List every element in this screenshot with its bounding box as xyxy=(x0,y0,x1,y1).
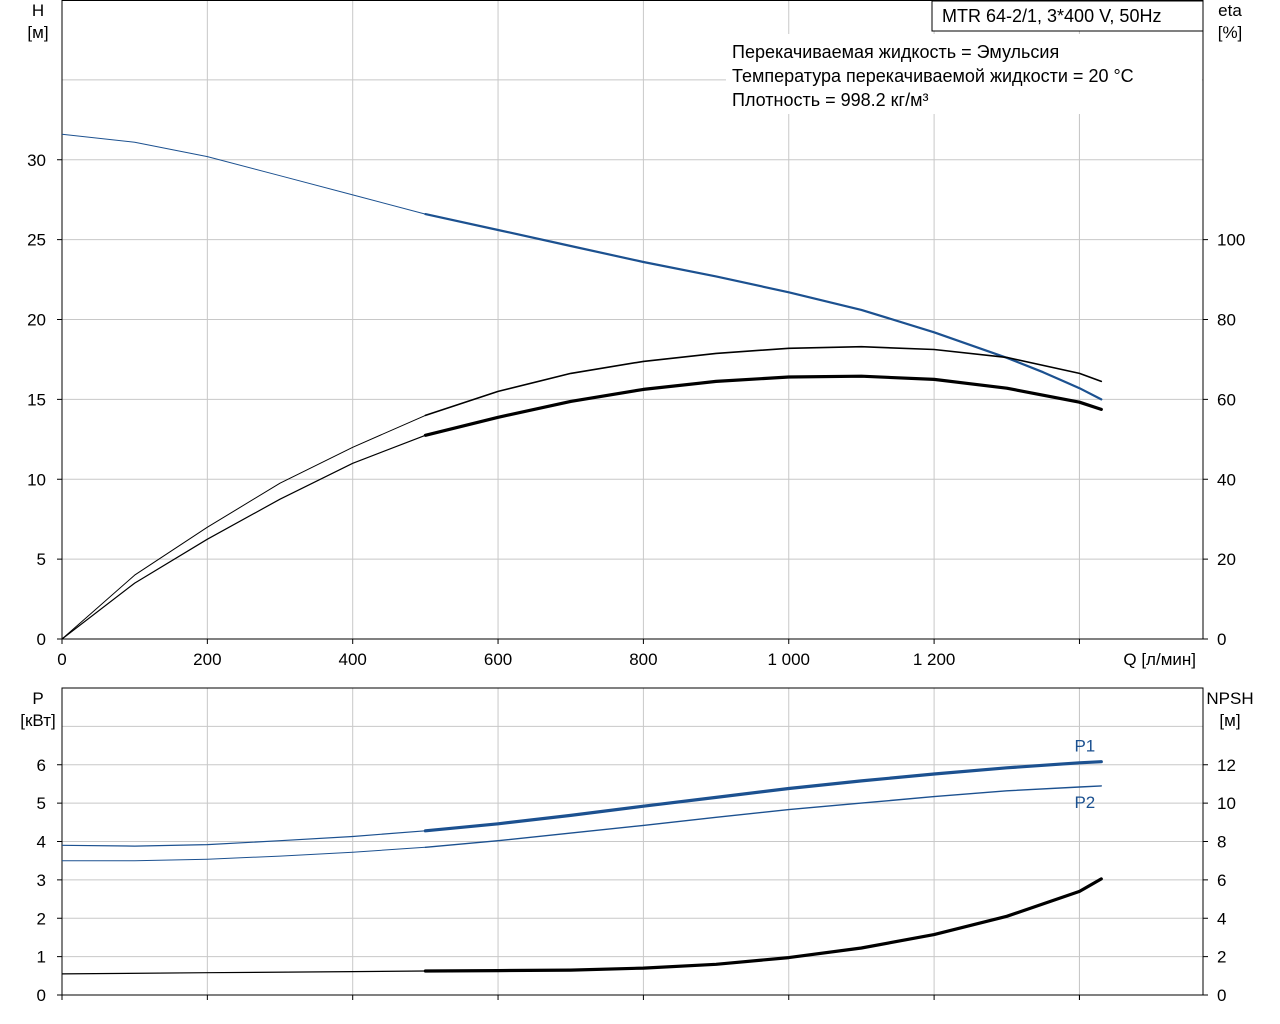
y-tick-label-right: 100 xyxy=(1217,231,1245,250)
y-axis-unit-left: [кВт] xyxy=(20,711,55,730)
y-tick-label-left: 1 xyxy=(37,948,46,967)
y-tick-label-right: 80 xyxy=(1217,311,1236,330)
x-tick-label: 400 xyxy=(339,650,367,669)
y-tick-label-right: 0 xyxy=(1217,986,1226,1005)
y-axis-label-left: H xyxy=(32,1,44,20)
series-0-curve-duty xyxy=(424,213,1103,401)
y-tick-label-left: 0 xyxy=(37,630,46,649)
x-tick-label: 200 xyxy=(193,650,221,669)
y-tick-label-left: 20 xyxy=(27,311,46,330)
series-1-curve-extended xyxy=(61,414,426,640)
p2-curve-extended xyxy=(62,846,426,862)
title-box xyxy=(931,0,1204,32)
p1-curve-duty xyxy=(423,760,1103,833)
series-0-curve-extended xyxy=(61,133,426,215)
y-tick-label-right: 6 xyxy=(1217,871,1226,890)
y-tick-label-right: 2 xyxy=(1217,948,1226,967)
y-tick-label-right: 10 xyxy=(1217,794,1236,813)
p2-curve-duty xyxy=(424,785,1102,848)
x-axis-label: Q [л/мин] xyxy=(1123,650,1196,669)
y-axis-label-left: P xyxy=(32,689,43,708)
x-tick-label: 800 xyxy=(629,650,657,669)
info-box xyxy=(726,34,1202,114)
series-2-curve-extended xyxy=(61,970,426,975)
p1-curve-extended xyxy=(61,830,426,847)
y-tick-label-left: 5 xyxy=(37,550,46,569)
info-line: Температура перекачиваемой жидкости = 20… xyxy=(732,66,1134,86)
x-tick-label: 600 xyxy=(484,650,512,669)
series-label-p1: P1 xyxy=(1074,737,1095,756)
series-label-p2: P2 xyxy=(1074,793,1095,812)
series-2-curve-duty xyxy=(423,877,1103,973)
y-axis-unit-left: [м] xyxy=(27,23,48,42)
y-tick-label-left: 30 xyxy=(27,151,46,170)
y-tick-label-right: 0 xyxy=(1217,630,1226,649)
y-tick-label-right: 12 xyxy=(1217,756,1236,775)
y-tick-label-left: 15 xyxy=(27,390,46,409)
y-axis-label-right: eta xyxy=(1218,1,1242,20)
y-tick-label-left: 10 xyxy=(27,470,46,489)
y-tick-label-right: 20 xyxy=(1217,550,1236,569)
series-2-curve-duty xyxy=(423,374,1103,437)
y-tick-label-right: 8 xyxy=(1217,833,1226,852)
series-2-curve-extended xyxy=(61,434,426,640)
x-tick-label: 1 000 xyxy=(767,650,810,669)
y-tick-label-right: 40 xyxy=(1217,470,1236,489)
info-line: Перекачиваемая жидкость = Эмульсия xyxy=(732,42,1059,62)
y-axis-unit-right: [м] xyxy=(1219,711,1240,730)
y-axis-unit-right: [%] xyxy=(1218,23,1243,42)
y-tick-label-right: 4 xyxy=(1217,909,1226,928)
y-tick-label-left: 2 xyxy=(37,909,46,928)
y-tick-label-right: 60 xyxy=(1217,390,1236,409)
y-tick-label-left: 4 xyxy=(37,833,46,852)
y-tick-label-left: 25 xyxy=(27,231,46,250)
chart-title: MTR 64-2/1, 3*400 V, 50Hz xyxy=(942,6,1161,26)
y-tick-label-left: 3 xyxy=(37,871,46,890)
y-tick-label-left: 0 xyxy=(37,986,46,1005)
y-tick-label-left: 5 xyxy=(37,794,46,813)
x-tick-label: 0 xyxy=(57,650,66,669)
head-efficiency-panel: 0 5 10 15 20 25 30 0 20 40 60 80 100 H [м] eta [%] 0 200 40… xyxy=(27,0,1245,669)
info-line: Плотность = 998.2 кг/м³ xyxy=(732,90,928,110)
y-tick-label-left: 6 xyxy=(37,756,46,775)
x-tick-label: 1 200 xyxy=(913,650,956,669)
y-axis-label-right: NPSH xyxy=(1206,689,1253,708)
series-1-curve-duty xyxy=(424,345,1103,417)
